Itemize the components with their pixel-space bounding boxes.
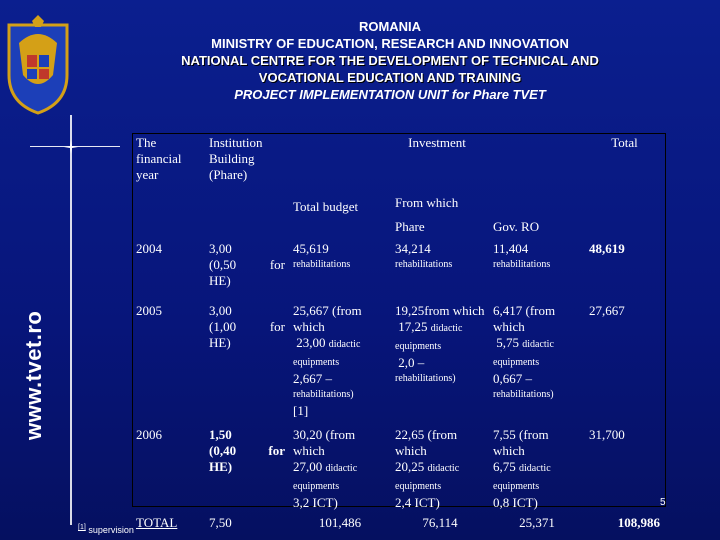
cell-year: 2004	[136, 241, 162, 256]
header-financial-year: The financial year	[136, 135, 182, 182]
cell-phare: 22,65 (from which 20,25 didactic equipme…	[395, 427, 460, 510]
table-row: 2005 3,00 (1,00 HE) for 25,667 (from whi…	[132, 301, 664, 425]
cell-grand-total: 108,986	[617, 515, 660, 530]
footnote-mark[interactable]: [1]	[78, 524, 86, 531]
cell-institution: 1,50 (0,40 HE) for	[209, 427, 285, 474]
cell-budget: 45,619 rehabilitations	[293, 241, 351, 270]
cell-budget: 25,667 (from which 23,00 didactic equipm…	[293, 303, 362, 418]
header-ministry: MINISTRY OF EDUCATION, RESEARCH AND INNO…	[211, 36, 569, 51]
cell-gov: 7,55 (from which 6,75 didactic equipment…	[493, 427, 551, 510]
website-url[interactable]: www.tvet.ro	[21, 310, 46, 440]
page-header: ROMANIA MINISTRY OF EDUCATION, RESEARCH …	[120, 18, 660, 103]
cell-phare-total: 76,114	[422, 515, 458, 530]
cell-institution: 3,00 (1,00 HE) for	[209, 303, 285, 350]
table-row: 2006 1,50 (0,40 HE) for 30,20 (from whic…	[132, 425, 664, 513]
header-project-unit: PROJECT IMPLEMENTATION UNIT for Phare TV…	[234, 87, 546, 102]
cell-gov: 6,417 (from which 5,75 didactic equipmen…	[493, 303, 556, 400]
header-phare: Phare	[395, 219, 425, 234]
cell-total: 27,667	[589, 303, 625, 318]
header-from-which: From which	[395, 195, 459, 210]
cell-total-label: TOTAL	[136, 515, 178, 530]
header-institution-building: Institution Building (Phare)	[209, 135, 263, 182]
cell-phare: 19,25from which 17,25 didactic equipment…	[395, 303, 485, 384]
table-row: 2004 3,00 (0,50 HE) for 45,619 rehabilita…	[132, 239, 664, 301]
header-total-budget: Total budget	[293, 199, 359, 214]
cell-institution: 3,00 (0,50 HE) for	[209, 241, 285, 288]
header-gov-ro: Gov. RO	[493, 219, 540, 234]
sparkle-icon	[64, 140, 78, 154]
cell-total: 48,619	[589, 241, 625, 256]
header-centre-line2: VOCATIONAL EDUCATION AND TRAINING	[258, 70, 522, 85]
page-number: 5	[660, 497, 666, 508]
cell-year: 2006	[136, 427, 162, 442]
investment-table: The financial year Institution Building …	[132, 133, 664, 533]
footnote-text: supervision	[88, 525, 134, 535]
header-centre-line1: NATIONAL CENTRE FOR THE DEVELOPMENT OF T…	[181, 53, 599, 68]
footnote: [1] supervision	[78, 524, 134, 535]
header-investment: Investment	[408, 135, 466, 150]
cell-institution-total: 7,50	[209, 515, 232, 530]
cell-budget-total: 101,486	[318, 515, 362, 530]
cell-gov: 11,404 rehabilitations	[493, 241, 551, 270]
romania-coat-of-arms-icon	[7, 15, 69, 115]
cell-phare: 34,214 rehabilitations	[395, 241, 453, 270]
table-row-total: TOTAL 7,50 101,486 76,114 25,371 108,986	[132, 513, 664, 533]
cell-total: 31,700	[589, 427, 625, 442]
cell-budget: 30,20 (from which 27,00 didactic equipme…	[293, 427, 358, 510]
decorative-vertical-line	[70, 115, 72, 525]
header-country: ROMANIA	[358, 19, 422, 34]
header-total: Total	[611, 135, 638, 150]
cell-year: 2005	[136, 303, 162, 318]
cell-gov-total: 25,371	[519, 515, 555, 530]
